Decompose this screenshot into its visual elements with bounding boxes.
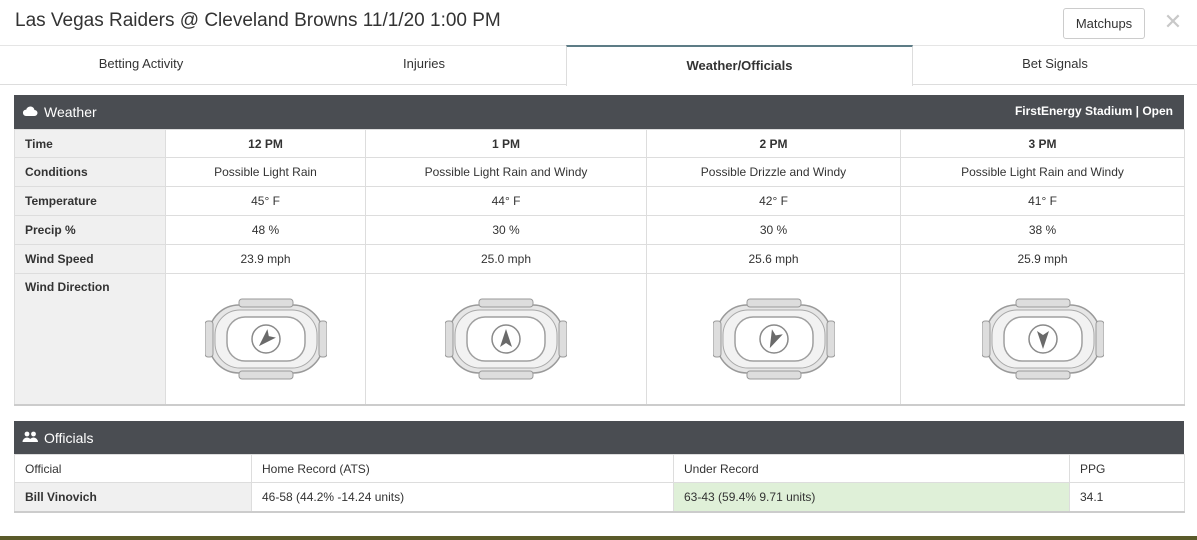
weather-panel-header: Weather FirstEnergy Stadium | Open <box>14 95 1184 129</box>
precip-cell: 30 % <box>646 215 901 245</box>
weather-row-precip: Precip % 48 % 30 % 30 % 38 % <box>14 215 1185 245</box>
row-label: Temperature <box>14 186 166 216</box>
tab-injuries[interactable]: Injuries <box>403 56 445 71</box>
conditions-cell: Possible Drizzle and Windy <box>646 157 901 187</box>
wind-direction-cell <box>365 273 647 405</box>
conditions-cell: Possible Light Rain and Windy <box>900 157 1185 187</box>
stadium-icon <box>981 298 1104 380</box>
modal-header: Las Vegas Raiders @ Cleveland Browns 11/… <box>0 0 1197 46</box>
precip-cell: 30 % <box>365 215 647 245</box>
wind-direction-cell <box>900 273 1185 405</box>
official-name: Bill Vinovich <box>14 482 252 512</box>
home-record-cell: 46-58 (44.2% -14.24 units) <box>251 482 674 512</box>
column-header: Home Record (ATS) <box>251 454 674 483</box>
precip-cell: 48 % <box>165 215 366 245</box>
row-label: Precip % <box>14 215 166 245</box>
officials-panel-header: Officials <box>14 421 1184 455</box>
column-header: Official <box>14 454 252 483</box>
temperature-cell: 45° F <box>165 186 366 216</box>
time-cell: 3 PM <box>900 129 1185 158</box>
time-cell: 12 PM <box>165 129 366 158</box>
time-cell: 1 PM <box>365 129 647 158</box>
weather-row-time: Time 12 PM 1 PM 2 PM 3 PM <box>14 129 1185 158</box>
row-label: Conditions <box>14 157 166 187</box>
officials-table: Official Home Record (ATS) Under Record … <box>14 454 1185 513</box>
weather-row-wind-direction: Wind Direction <box>14 273 1185 405</box>
tab-bar: Betting Activity Injuries Weather/Offici… <box>0 45 1197 86</box>
weather-table: Time 12 PM 1 PM 2 PM 3 PM Conditions Pos… <box>14 129 1185 406</box>
wind-direction-cell <box>646 273 901 405</box>
officials-title: Officials <box>44 430 94 446</box>
temperature-cell: 41° F <box>900 186 1185 216</box>
tab-bet-signals[interactable]: Bet Signals <box>1022 56 1088 71</box>
ppg-cell: 34.1 <box>1069 482 1185 512</box>
conditions-cell: Possible Light Rain and Windy <box>365 157 647 187</box>
row-label: Wind Speed <box>14 244 166 274</box>
stadium-icon <box>204 298 327 380</box>
wind-speed-cell: 25.9 mph <box>900 244 1185 274</box>
background-strip <box>0 536 1197 540</box>
compass-arrow-icon <box>258 328 276 346</box>
row-label: Wind Direction <box>14 273 166 405</box>
compass-arrow-icon <box>1036 330 1049 349</box>
modal-title: Las Vegas Raiders @ Cleveland Browns 11/… <box>15 10 501 31</box>
stadium-icon <box>712 298 835 380</box>
stadium-icon <box>445 298 567 380</box>
matchups-button[interactable]: Matchups <box>1063 8 1145 39</box>
wind-speed-cell: 25.6 mph <box>646 244 901 274</box>
column-header: PPG <box>1069 454 1185 483</box>
tab-betting-activity[interactable]: Betting Activity <box>98 56 184 71</box>
column-header: Under Record <box>673 454 1070 483</box>
officials-header-row: Official Home Record (ATS) Under Record … <box>14 454 1185 483</box>
conditions-cell: Possible Light Rain <box>165 157 366 187</box>
time-cell: 2 PM <box>646 129 901 158</box>
wind-direction-cell <box>165 273 366 405</box>
wind-speed-cell: 25.0 mph <box>365 244 647 274</box>
compass-arrow-icon <box>500 328 512 347</box>
table-row: Bill Vinovich 46-58 (44.2% -14.24 units)… <box>14 482 1185 512</box>
precip-cell: 38 % <box>900 215 1185 245</box>
weather-title: Weather <box>44 104 97 120</box>
stadium-label: FirstEnergy Stadium | Open <box>1014 104 1173 118</box>
temperature-cell: 44° F <box>365 186 647 216</box>
wind-speed-cell: 23.9 mph <box>165 244 366 274</box>
weather-row-conditions: Conditions Possible Light Rain Possible … <box>14 157 1185 187</box>
tab-weather-officials[interactable]: Weather/Officials <box>566 45 913 86</box>
users-icon <box>22 431 38 442</box>
under-record-cell: 63-43 (59.4% 9.71 units) <box>673 482 1070 512</box>
compass-arrow-icon <box>769 328 783 348</box>
cloud-icon <box>22 106 38 116</box>
row-label: Time <box>14 129 166 158</box>
weather-row-temperature: Temperature 45° F 44° F 42° F 41° F <box>14 186 1185 216</box>
close-icon[interactable]: ✕ <box>1163 9 1183 34</box>
weather-row-wind-speed: Wind Speed 23.9 mph 25.0 mph 25.6 mph 25… <box>14 244 1185 274</box>
temperature-cell: 42° F <box>646 186 901 216</box>
